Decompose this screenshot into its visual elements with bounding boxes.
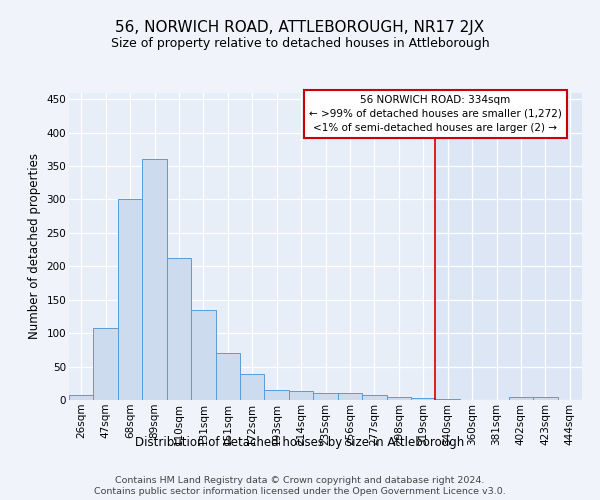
- Text: Contains HM Land Registry data © Crown copyright and database right 2024.
Contai: Contains HM Land Registry data © Crown c…: [94, 476, 506, 496]
- Bar: [338, 394, 362, 400]
- Bar: [509, 396, 533, 400]
- Bar: [362, 396, 386, 400]
- Bar: [386, 396, 411, 400]
- Y-axis label: Number of detached properties: Number of detached properties: [28, 153, 41, 339]
- Bar: [191, 310, 215, 400]
- Bar: [436, 398, 460, 400]
- Bar: [69, 394, 94, 400]
- Bar: [94, 328, 118, 400]
- Bar: [142, 160, 167, 400]
- Bar: [533, 396, 557, 400]
- Bar: [167, 258, 191, 400]
- Bar: [411, 398, 436, 400]
- Text: Distribution of detached houses by size in Attleborough: Distribution of detached houses by size …: [136, 436, 464, 449]
- Bar: [436, 92, 582, 400]
- Bar: [265, 390, 289, 400]
- Bar: [289, 392, 313, 400]
- Text: 56 NORWICH ROAD: 334sqm
← >99% of detached houses are smaller (1,272)
<1% of sem: 56 NORWICH ROAD: 334sqm ← >99% of detach…: [309, 95, 562, 133]
- Bar: [118, 200, 142, 400]
- Text: Size of property relative to detached houses in Attleborough: Size of property relative to detached ho…: [110, 38, 490, 51]
- Text: 56, NORWICH ROAD, ATTLEBOROUGH, NR17 2JX: 56, NORWICH ROAD, ATTLEBOROUGH, NR17 2JX: [115, 20, 485, 35]
- Bar: [240, 374, 265, 400]
- Bar: [215, 353, 240, 400]
- Bar: [313, 394, 338, 400]
